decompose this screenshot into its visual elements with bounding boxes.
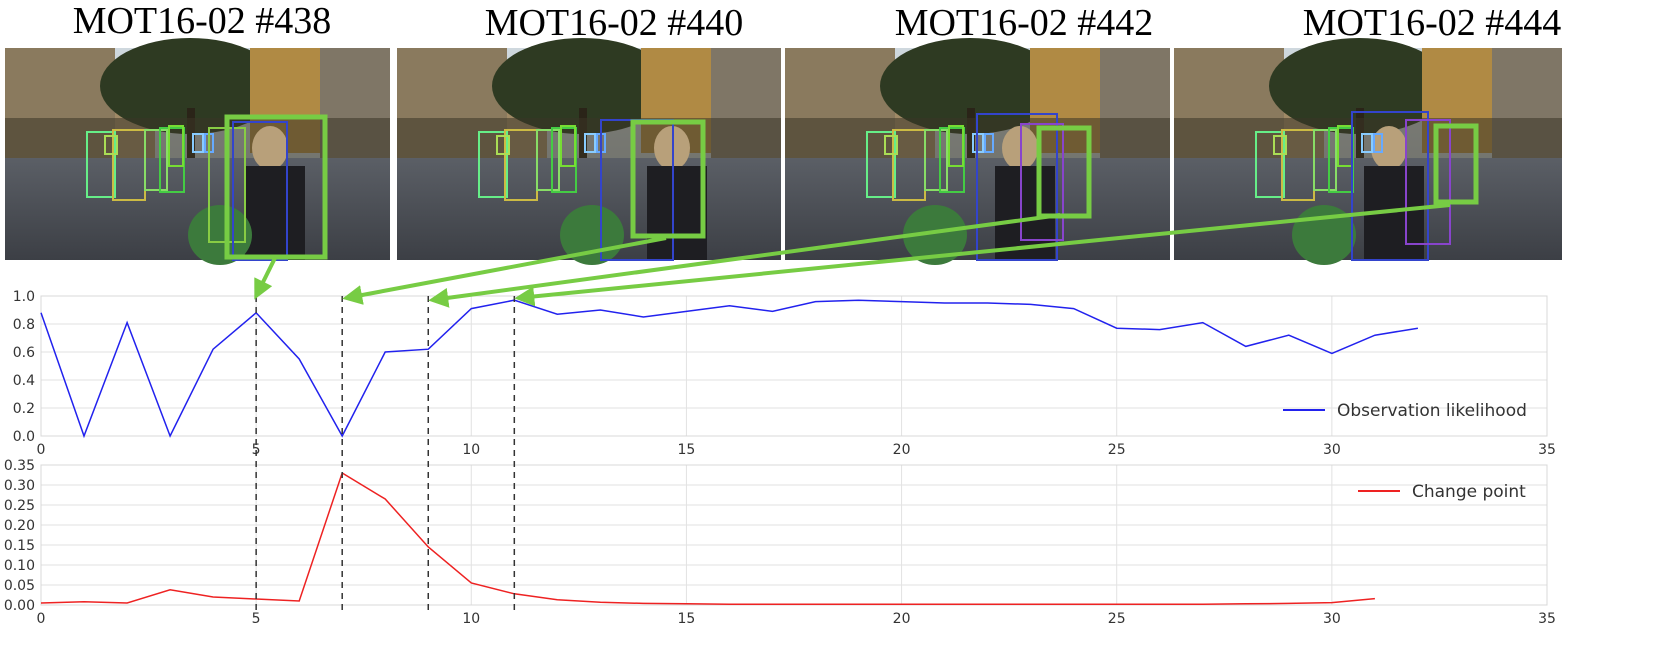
pedestrian-box bbox=[1020, 123, 1064, 241]
highlighted-target-box bbox=[630, 119, 706, 239]
x-tick-label: 10 bbox=[462, 442, 480, 458]
pedestrian-box bbox=[192, 133, 204, 153]
x-tick-label: 0 bbox=[37, 442, 46, 458]
frame-image-0 bbox=[5, 38, 390, 265]
y-tick-label: 0.10 bbox=[4, 558, 35, 574]
highlighted-target-box bbox=[1433, 123, 1479, 205]
pedestrian-box bbox=[866, 131, 896, 198]
person-head bbox=[252, 126, 288, 170]
x-tick-label: 5 bbox=[252, 611, 261, 627]
x-tick-label: 10 bbox=[462, 611, 480, 627]
frame-title-444: MOT16-02 #444 bbox=[1303, 2, 1562, 44]
frame-title-440: MOT16-02 #440 bbox=[485, 2, 744, 44]
pedestrian-box bbox=[1405, 119, 1451, 245]
pedestrian-box bbox=[948, 125, 964, 167]
series-line-observation-likelihood bbox=[40, 299, 1419, 439]
y-tick-label: 0.20 bbox=[4, 518, 35, 534]
x-tick-label: 20 bbox=[893, 442, 911, 458]
legend-label: Observation likelihood bbox=[1337, 401, 1527, 421]
frame-arrows bbox=[254, 203, 1451, 308]
change-point-chart: 0 5 10 15 20 25 30 35 0.00 0.05 0.10 0.15 0.20 0.25 0.… bbox=[4, 458, 1556, 627]
pedestrian-box bbox=[168, 125, 184, 167]
series-line-change-point bbox=[40, 471, 1375, 605]
person-body bbox=[647, 166, 707, 260]
x-tick-label: 25 bbox=[1108, 611, 1126, 627]
highlighted-target-box bbox=[1036, 125, 1092, 219]
tree bbox=[492, 38, 672, 134]
x-tick-label: 15 bbox=[678, 442, 696, 458]
x-tick-label: 15 bbox=[678, 611, 696, 627]
frame-image-2 bbox=[785, 38, 1170, 265]
x-tick-label: 35 bbox=[1538, 611, 1556, 627]
pedestrian-box bbox=[1361, 133, 1373, 153]
frame-image-3 bbox=[1174, 38, 1562, 265]
x-tick-label: 30 bbox=[1323, 442, 1341, 458]
y-tick-label: 0.4 bbox=[13, 373, 35, 389]
change-markers bbox=[255, 296, 516, 612]
arrow-frame-to-marker bbox=[254, 257, 277, 300]
tree bbox=[100, 38, 280, 134]
pedestrian-box bbox=[984, 133, 994, 153]
y-tick-label: 0.00 bbox=[4, 598, 35, 614]
pedestrian-box bbox=[232, 121, 288, 261]
pedestrian-box bbox=[536, 129, 560, 191]
pedestrian-box bbox=[1351, 111, 1429, 261]
y-tick-label: 0.15 bbox=[4, 538, 35, 554]
person-body bbox=[245, 166, 305, 260]
arrow-frame-to-marker bbox=[342, 236, 667, 305]
plot-border bbox=[40, 464, 1548, 606]
pedestrian-box bbox=[144, 129, 168, 191]
y-tick-label: 0.6 bbox=[13, 345, 35, 361]
pedestrian-box bbox=[1273, 135, 1287, 155]
pedestrian-box bbox=[496, 135, 510, 155]
y-tick-label: 0.25 bbox=[4, 498, 35, 514]
pedestrian-box bbox=[884, 135, 898, 155]
observation-likelihood-chart: 051015202530350.00.20.40.60.81.0Observat… bbox=[13, 289, 1556, 458]
y-tick-label: 0.05 bbox=[4, 578, 35, 594]
person-head bbox=[1371, 126, 1407, 170]
x-tick-label: 35 bbox=[1538, 442, 1556, 458]
plot-border bbox=[40, 295, 1548, 437]
y-tick-label: 0.2 bbox=[13, 401, 35, 417]
y-tick-label: 0.30 bbox=[4, 478, 35, 494]
x-tick-label: 0 bbox=[37, 611, 46, 627]
pedestrian-box bbox=[560, 125, 576, 167]
frame-images bbox=[5, 38, 1562, 265]
pedestrian-box bbox=[104, 135, 118, 155]
frame-titles: MOT16-02 #438 MOT16-02 #440 MOT16-02 #44… bbox=[73, 0, 1562, 44]
frame-image-1 bbox=[397, 38, 781, 265]
pedestrian-box bbox=[1255, 131, 1285, 198]
pedestrian-box bbox=[86, 131, 116, 198]
legend-label: Change point bbox=[1412, 482, 1526, 502]
green-bag bbox=[188, 205, 252, 265]
arrow-frame-to-marker bbox=[428, 213, 1061, 308]
pedestrian-box bbox=[976, 113, 1058, 261]
tree bbox=[880, 38, 1060, 134]
frame-title-438: MOT16-02 #438 bbox=[73, 0, 332, 42]
y-tick-label: 0.0 bbox=[13, 429, 35, 445]
highlighted-target-box bbox=[224, 114, 328, 260]
tree bbox=[1269, 38, 1449, 134]
pedestrian-box bbox=[478, 131, 508, 198]
pedestrian-box bbox=[1313, 129, 1337, 191]
x-tick-label: 20 bbox=[893, 611, 911, 627]
pedestrian-box bbox=[584, 133, 596, 153]
green-bag bbox=[903, 205, 967, 265]
x-tick-label: 30 bbox=[1323, 611, 1341, 627]
y-tick-label: 0.8 bbox=[13, 317, 35, 333]
pedestrian-box bbox=[924, 129, 948, 191]
pedestrian-box bbox=[1373, 133, 1383, 153]
y-tick-label: 1.0 bbox=[13, 289, 35, 305]
y-tick-label: 0.35 bbox=[4, 458, 35, 474]
x-tick-label: 25 bbox=[1108, 442, 1126, 458]
frame-title-442: MOT16-02 #442 bbox=[895, 2, 1154, 44]
arrow-frame-to-marker bbox=[514, 203, 1451, 307]
